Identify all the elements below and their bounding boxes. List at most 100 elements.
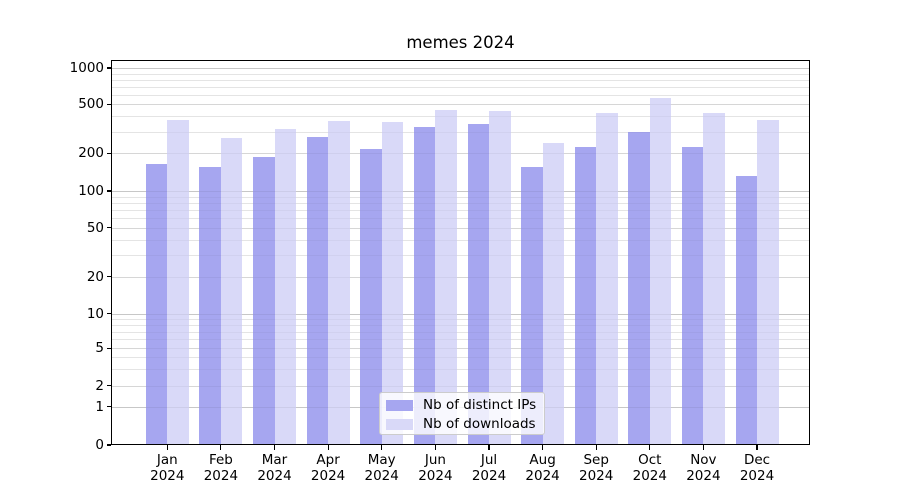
y-tick-mark [106,103,111,105]
x-tick-month: Feb [208,452,233,468]
x-tick-month: Jun [424,452,446,468]
gridline-major-overlay [112,313,809,315]
bar-distinct-ips-dec [735,175,757,445]
bar-downloads-jun [435,109,457,445]
gridline-minor-overlay [112,357,809,358]
legend-swatch-distinct-ips [386,400,413,411]
gridline-minor [112,218,809,220]
bar-distinct-ips-jul [467,124,489,445]
x-tick-month: Apr [316,452,340,468]
x-tick-mark [488,445,490,450]
bar-downloads-jul [489,110,511,445]
x-tick-mark [595,445,597,450]
x-tick-year: 2024 [203,468,239,484]
x-tick-year: 2024 [471,468,507,484]
bar-downloads-apr [328,120,350,445]
bar-distinct-ips-jun [413,126,436,445]
bar-downloads-aug [542,143,565,445]
gridline-minor-overlay [112,339,809,340]
gridline-minor [112,94,809,96]
gridline-minor [112,255,809,257]
gridline-major [112,227,809,229]
plot-spine-top [111,60,810,62]
gridline-minor-overlay [112,74,809,75]
gridline-minor [112,339,809,341]
x-tick-year: 2024 [525,468,560,484]
gridline-minor-overlay [112,132,809,133]
gridline-minor [112,324,809,326]
gridline-minor [112,369,809,371]
legend-label-downloads: Nb of downloads [423,416,536,432]
y-tick-label: 0 [95,437,104,453]
x-tick-label: Oct 2024 [620,452,680,484]
gridline-minor-overlay [112,332,809,333]
x-tick-month: Oct [638,452,662,468]
x-tick-year: 2024 [579,468,614,484]
y-tick-mark [106,227,111,229]
chart-title: memes 2024 [406,33,515,52]
x-tick-mark [756,445,758,450]
bar-distinct-ips-jan [145,163,168,445]
x-tick-label: Jan 2024 [137,452,197,484]
x-tick-mark [327,445,329,450]
gridline-minor [112,86,809,88]
y-tick-label: 5 [95,340,104,357]
x-tick-month: Nov [690,452,717,468]
gridlines-overlay-layer [112,60,809,445]
x-tick-label: May 2024 [352,452,412,484]
y-tick-mark [106,276,111,278]
bar-downloads-nov [703,113,725,445]
y-tick-label: 20 [86,268,104,285]
bar-distinct-ips-aug [521,166,543,445]
bar-distinct-ips-may [360,148,382,445]
gridline-major-overlay [112,104,809,106]
gridline-major-overlay [112,191,809,192]
x-tick-label: Mar 2024 [245,452,305,484]
bar-downloads-oct [649,97,672,445]
gridline-minor [112,196,809,198]
gridline-major [112,104,809,106]
bar-downloads-may [381,122,404,445]
plot-spine-bottom [111,444,810,446]
legend-swatch-downloads [386,419,413,430]
x-tick-label: Feb 2024 [191,452,251,484]
legend: Nb of distinct IPs Nb of downloads [379,392,545,435]
gridline-minor-overlay [112,210,809,211]
legend-item-downloads: Nb of downloads [386,416,544,433]
x-tick-month: Aug [529,452,556,468]
legend-item-distinct-ips: Nb of distinct IPs [386,397,544,414]
y-tick-mark [106,313,111,315]
bar-distinct-ips-sep [574,146,597,445]
gridline-minor [112,319,809,320]
x-tick-label: Dec 2024 [727,452,787,484]
x-tick-year: 2024 [150,468,185,484]
gridline-minor [112,331,809,333]
gridline-minor [112,357,809,359]
x-tick-mark [381,445,383,450]
gridline-major [112,313,809,315]
y-tick-label: 50 [86,219,104,236]
x-tick-mark [702,445,704,450]
x-tick-month: Sep [583,452,609,468]
gridline-major-overlay [112,153,809,155]
y-tick-label: 500 [78,96,104,113]
gridline-major [112,191,809,192]
gridline-minor-overlay [112,95,809,96]
gridline-major-overlay [112,227,809,229]
x-tick-label: Apr 2024 [298,452,358,484]
plot-spine-right [808,60,810,446]
gridline-minor [112,202,809,204]
gridline-minor-overlay [112,218,809,219]
gridline-minor [112,131,809,133]
x-tick-label: Sep 2024 [566,452,626,484]
bar-distinct-ips-feb [199,166,221,445]
x-tick-mark [542,445,544,450]
y-tick-label: 10 [86,305,104,322]
x-tick-label: Jun 2024 [405,452,465,484]
x-tick-year: 2024 [257,468,292,484]
x-tick-month: May [367,452,396,468]
gridline-minor-overlay [112,116,809,117]
y-tick-label: 2 [95,377,104,394]
bar-distinct-ips-apr [306,137,329,445]
